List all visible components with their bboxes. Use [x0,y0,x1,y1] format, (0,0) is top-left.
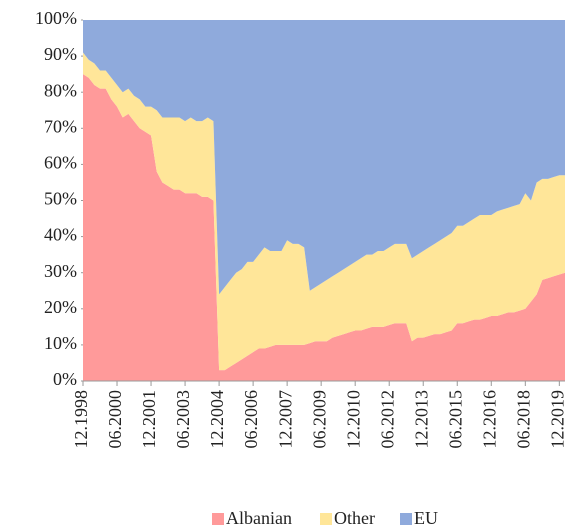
x-tick-label: 12.1998 [71,390,91,449]
x-tick-label: 12.2007 [275,390,295,449]
x-tick-label: 06.2006 [241,390,261,449]
y-tick-label: 90% [44,44,77,64]
area [83,52,565,371]
y-tick-label: 20% [44,297,77,317]
legend-swatch [400,513,412,525]
y-tick-label: 80% [44,80,77,100]
area [83,74,565,382]
y-tick-label: 30% [44,261,77,281]
x-tick-label: 12.2004 [207,390,227,449]
legend-label: Other [334,508,375,528]
y-tick-label: 40% [44,225,77,245]
y-tick-label: 50% [44,189,77,209]
x-tick-label: 06.2000 [105,390,125,449]
y-tick-label: 0% [53,369,77,389]
x-tick-label: 06.2015 [445,390,465,449]
x-tick-label: 06.2009 [309,390,329,449]
x-tick-label: 12.2010 [343,390,363,449]
legend-swatch [320,513,332,525]
y-tick-label: 70% [44,116,77,136]
x-tick-label: 12.2013 [411,390,431,449]
legend-label: EU [414,508,438,528]
legend-label: Albanian [226,508,292,528]
y-tick-label: 60% [44,153,77,173]
legend: Albanian Other EU [212,508,438,528]
legend-swatch [212,513,224,525]
area [83,20,565,295]
x-tick-label: 12.2019 [547,390,567,449]
x-tick-label: 06.2018 [513,390,533,449]
x-tick-label: 12.2016 [479,390,499,449]
x-tick-label: 06.2012 [377,390,397,449]
x-tick-label: 12.2001 [139,390,159,449]
y-tick-label: 10% [44,333,77,353]
x-tick-label: 06.2003 [173,390,193,449]
y-tick-label: 100% [35,8,77,28]
